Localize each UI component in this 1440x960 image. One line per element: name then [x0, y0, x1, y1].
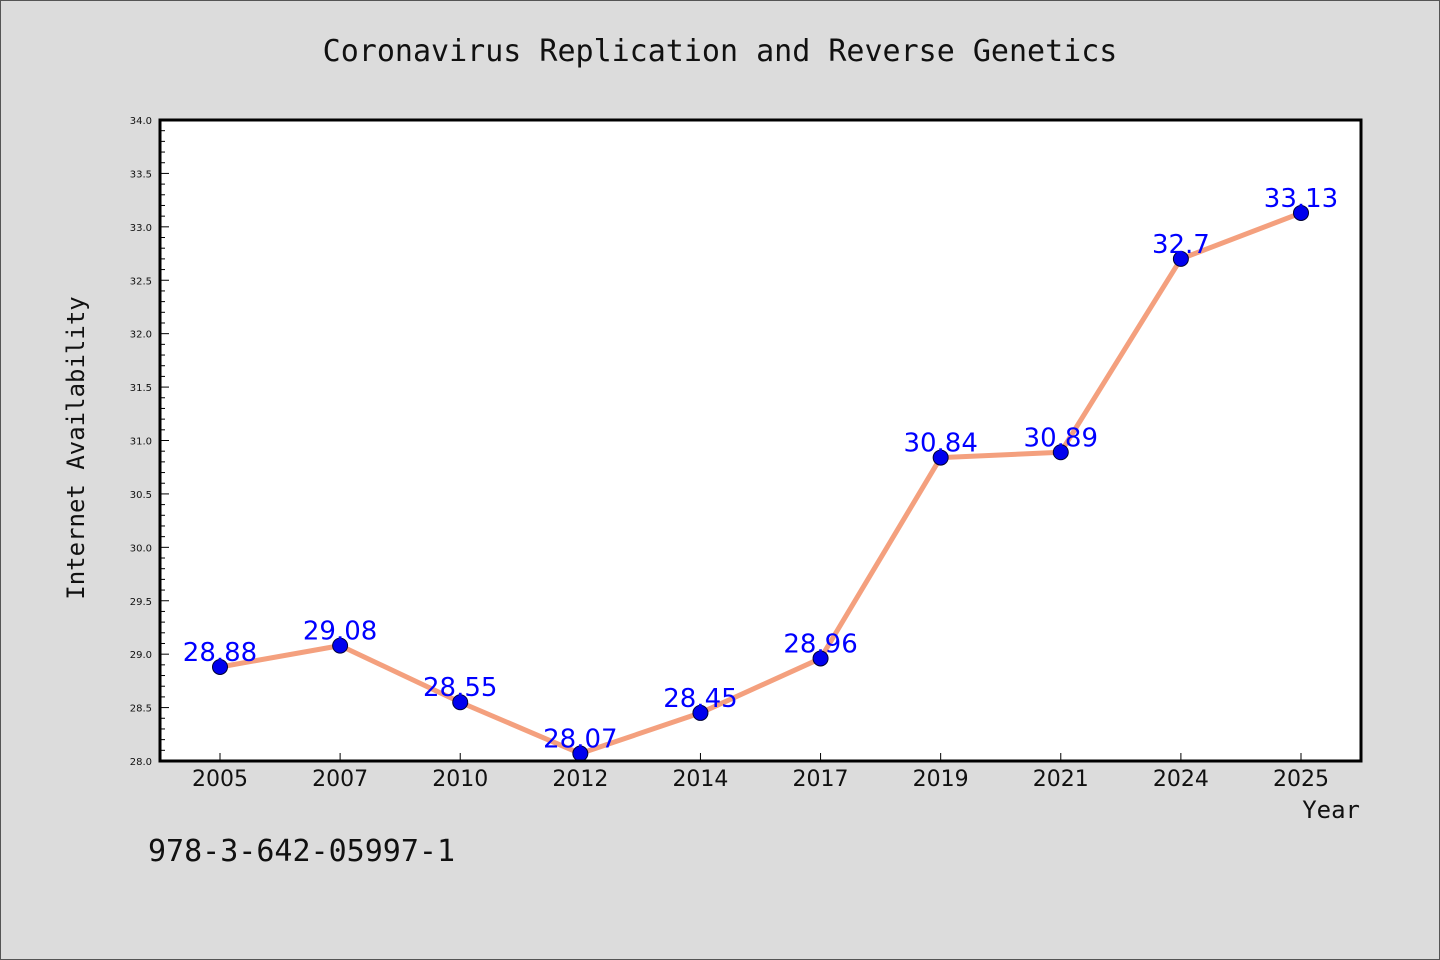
x-tick-label: 2021 — [1033, 767, 1089, 792]
x-tick-label: 2019 — [913, 767, 969, 792]
data-point — [932, 449, 949, 466]
data-label: 28.07 — [543, 725, 617, 755]
data-points — [212, 204, 1309, 762]
data-label: 28.88 — [183, 638, 257, 668]
y-tick-label: 29.0 — [130, 650, 152, 661]
x-tick-label: 2012 — [552, 767, 608, 792]
x-axis-label: Year — [1302, 796, 1360, 824]
data-point — [332, 637, 349, 654]
y-tick-label: 32.5 — [130, 276, 152, 287]
x-tick-label: 2007 — [312, 767, 368, 792]
y-tick-label: 34.0 — [130, 116, 152, 127]
x-tick-label: 2010 — [432, 767, 488, 792]
y-axis: 28.0 28.5 29.0 29.5 30.0 30.5 31.0 31.5 32.0 32.5… — [130, 116, 169, 768]
data-point — [452, 694, 469, 711]
data-labels: 28.88 29.08 28.55 28.07 28.45 28.96 30.84 30.89… — [183, 184, 1338, 755]
y-tick-label: 33.0 — [130, 223, 152, 234]
data-label: 28.96 — [783, 629, 857, 659]
data-point — [812, 650, 829, 667]
x-tick-label: 2024 — [1153, 767, 1209, 792]
data-point — [692, 704, 709, 721]
data-label: 29.08 — [303, 617, 377, 647]
data-label: 33.13 — [1264, 184, 1338, 214]
x-axis: 2005 2007 2010 2012 2014 2017 2019 2021 2024 2025 — [192, 753, 1329, 792]
data-label: 30.84 — [903, 429, 977, 459]
y-tick-label: 29.5 — [130, 597, 152, 608]
series-line — [219, 210, 1302, 757]
y-tick-label: 31.0 — [130, 437, 152, 448]
plot-area — [160, 120, 1361, 761]
x-tick-label: 2025 — [1273, 767, 1329, 792]
x-tick-label: 2014 — [672, 767, 728, 792]
y-tick-label: 32.0 — [130, 330, 152, 341]
x-tick-label: 2017 — [793, 767, 849, 792]
data-label: 28.45 — [663, 684, 737, 714]
y-tick-label: 28.0 — [130, 757, 152, 768]
y-tick-label: 30.5 — [130, 490, 152, 501]
x-tick-label: 2005 — [192, 767, 248, 792]
y-tick-label: 33.5 — [130, 169, 152, 180]
plot-border — [158, 118, 1363, 763]
data-label: 32.7 — [1152, 230, 1210, 260]
data-point — [212, 658, 228, 675]
isbn-text: 978-3-642-05997-1 — [148, 834, 456, 869]
data-label: 30.89 — [1024, 423, 1098, 453]
y-tick-label: 31.5 — [130, 383, 152, 394]
chart-title: Coronavirus Replication and Reverse Gene… — [322, 34, 1118, 69]
data-point — [1293, 204, 1309, 221]
y-tick-label: 28.5 — [130, 704, 152, 715]
data-point — [1052, 444, 1069, 461]
data-label: 28.55 — [423, 673, 497, 703]
y-tick-label: 30.0 — [130, 543, 152, 554]
data-point — [1172, 250, 1189, 267]
